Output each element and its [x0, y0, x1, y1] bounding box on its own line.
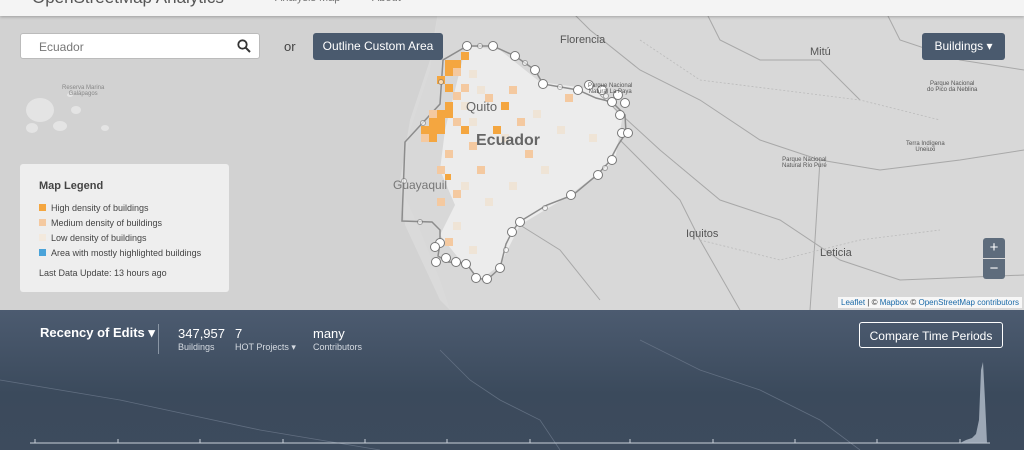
- map-view[interactable]: OpenStreetMap Analytics Analysis Map Abo…: [0, 0, 1024, 310]
- compare-time-periods-button[interactable]: Compare Time Periods: [859, 322, 1003, 348]
- legend-label: Area with mostly highlighted buildings: [51, 247, 202, 258]
- search-input[interactable]: [37, 34, 241, 60]
- label-ecuador: Ecuador: [476, 132, 541, 149]
- label-galapagos: Reserva Marina Galápagos: [62, 85, 105, 97]
- stat-hot-projects-label[interactable]: HOT Projects ▾: [235, 342, 296, 352]
- label-iquitos: Iquitos: [686, 228, 719, 240]
- zoom-out-button[interactable]: −: [983, 259, 1005, 279]
- timeline-histogram: [960, 362, 987, 443]
- label-la-paya: Parque Nacional Natural La Paya: [588, 83, 633, 95]
- label-guayaquil: Guayaquil: [393, 178, 448, 192]
- legend-item: Medium density of buildings: [39, 215, 229, 230]
- last-data-update: Last Data Update: 13 hours ago: [39, 268, 167, 278]
- galapagos-islands: [26, 93, 109, 133]
- legend-label: Medium density of buildings: [51, 217, 163, 228]
- panel-divider: [158, 324, 159, 354]
- label-pico-neblina: Parque Nacional do Pico da Neblina: [927, 81, 978, 93]
- mapbox-link[interactable]: Mapbox: [879, 298, 909, 307]
- label-florencia: Florencia: [560, 34, 606, 46]
- label-leticia: Leticia: [820, 247, 852, 259]
- stat-hot-projects[interactable]: 7 HOT Projects ▾: [235, 326, 296, 353]
- label-uneiuxi: Terra Indígena Uneiuxi: [906, 141, 945, 153]
- polygon-vertex-handles[interactable]: [430, 41, 633, 284]
- legend-swatch-high: [39, 204, 46, 211]
- stat-contributors-value: many: [313, 326, 345, 341]
- buildings-layer-dropdown[interactable]: Buildings ▾: [922, 33, 1005, 60]
- stat-buildings-label: Buildings: [178, 342, 215, 352]
- top-navbar: OpenStreetMap Analytics Analysis Map Abo…: [0, 0, 1024, 16]
- label-mitu: Mitú: [810, 46, 831, 58]
- legend-swatch-highlighted: [39, 249, 46, 256]
- search-box[interactable]: [20, 33, 260, 60]
- map-legend: Map Legend High density of buildings Med…: [20, 164, 229, 292]
- stats-panel: Recency of Edits ▾ 347,957 Buildings 7 H…: [0, 310, 1024, 450]
- attrib-sep: | ©: [865, 298, 880, 307]
- nav-about[interactable]: About: [372, 0, 401, 4]
- search-icon[interactable]: [237, 39, 251, 53]
- leaflet-link[interactable]: Leaflet: [841, 298, 866, 307]
- legend-swatch-low: [39, 234, 46, 241]
- recency-of-edits-dropdown[interactable]: Recency of Edits ▾: [40, 325, 155, 340]
- stat-buildings-value: 347,957: [178, 326, 225, 341]
- stat-contributors-label: Contributors: [313, 342, 363, 352]
- nav-analysis-map[interactable]: Analysis Map: [275, 0, 340, 4]
- legend-label: Low density of buildings: [51, 232, 147, 243]
- or-label: or: [284, 39, 296, 54]
- legend-swatch-medium: [39, 219, 46, 226]
- app-brand[interactable]: OpenStreetMap Analytics: [32, 0, 224, 8]
- stat-buildings: 347,957 Buildings: [178, 326, 225, 352]
- map-attribution: Leaflet | © Mapbox © OpenStreetMap contr…: [838, 297, 1022, 308]
- stat-contributors: many Contributors: [313, 326, 362, 352]
- label-quito: Quito: [466, 99, 498, 114]
- legend-item: Area with mostly highlighted buildings: [39, 245, 229, 260]
- outline-custom-area-button[interactable]: Outline Custom Area: [313, 33, 443, 60]
- legend-item: High density of buildings: [39, 200, 229, 215]
- timeline-chart[interactable]: [0, 310, 1024, 450]
- stat-hot-projects-value: 7: [235, 326, 243, 341]
- legend-title: Map Legend: [39, 180, 104, 192]
- zoom-in-button[interactable]: +: [983, 238, 1005, 258]
- osm-link[interactable]: OpenStreetMap contributors: [918, 298, 1020, 307]
- legend-item: Low density of buildings: [39, 230, 229, 245]
- legend-label: High density of buildings: [51, 202, 149, 213]
- attrib-sep: ©: [908, 298, 919, 307]
- label-rio-pure: Parque Nacional Natural Río Puré: [782, 157, 827, 169]
